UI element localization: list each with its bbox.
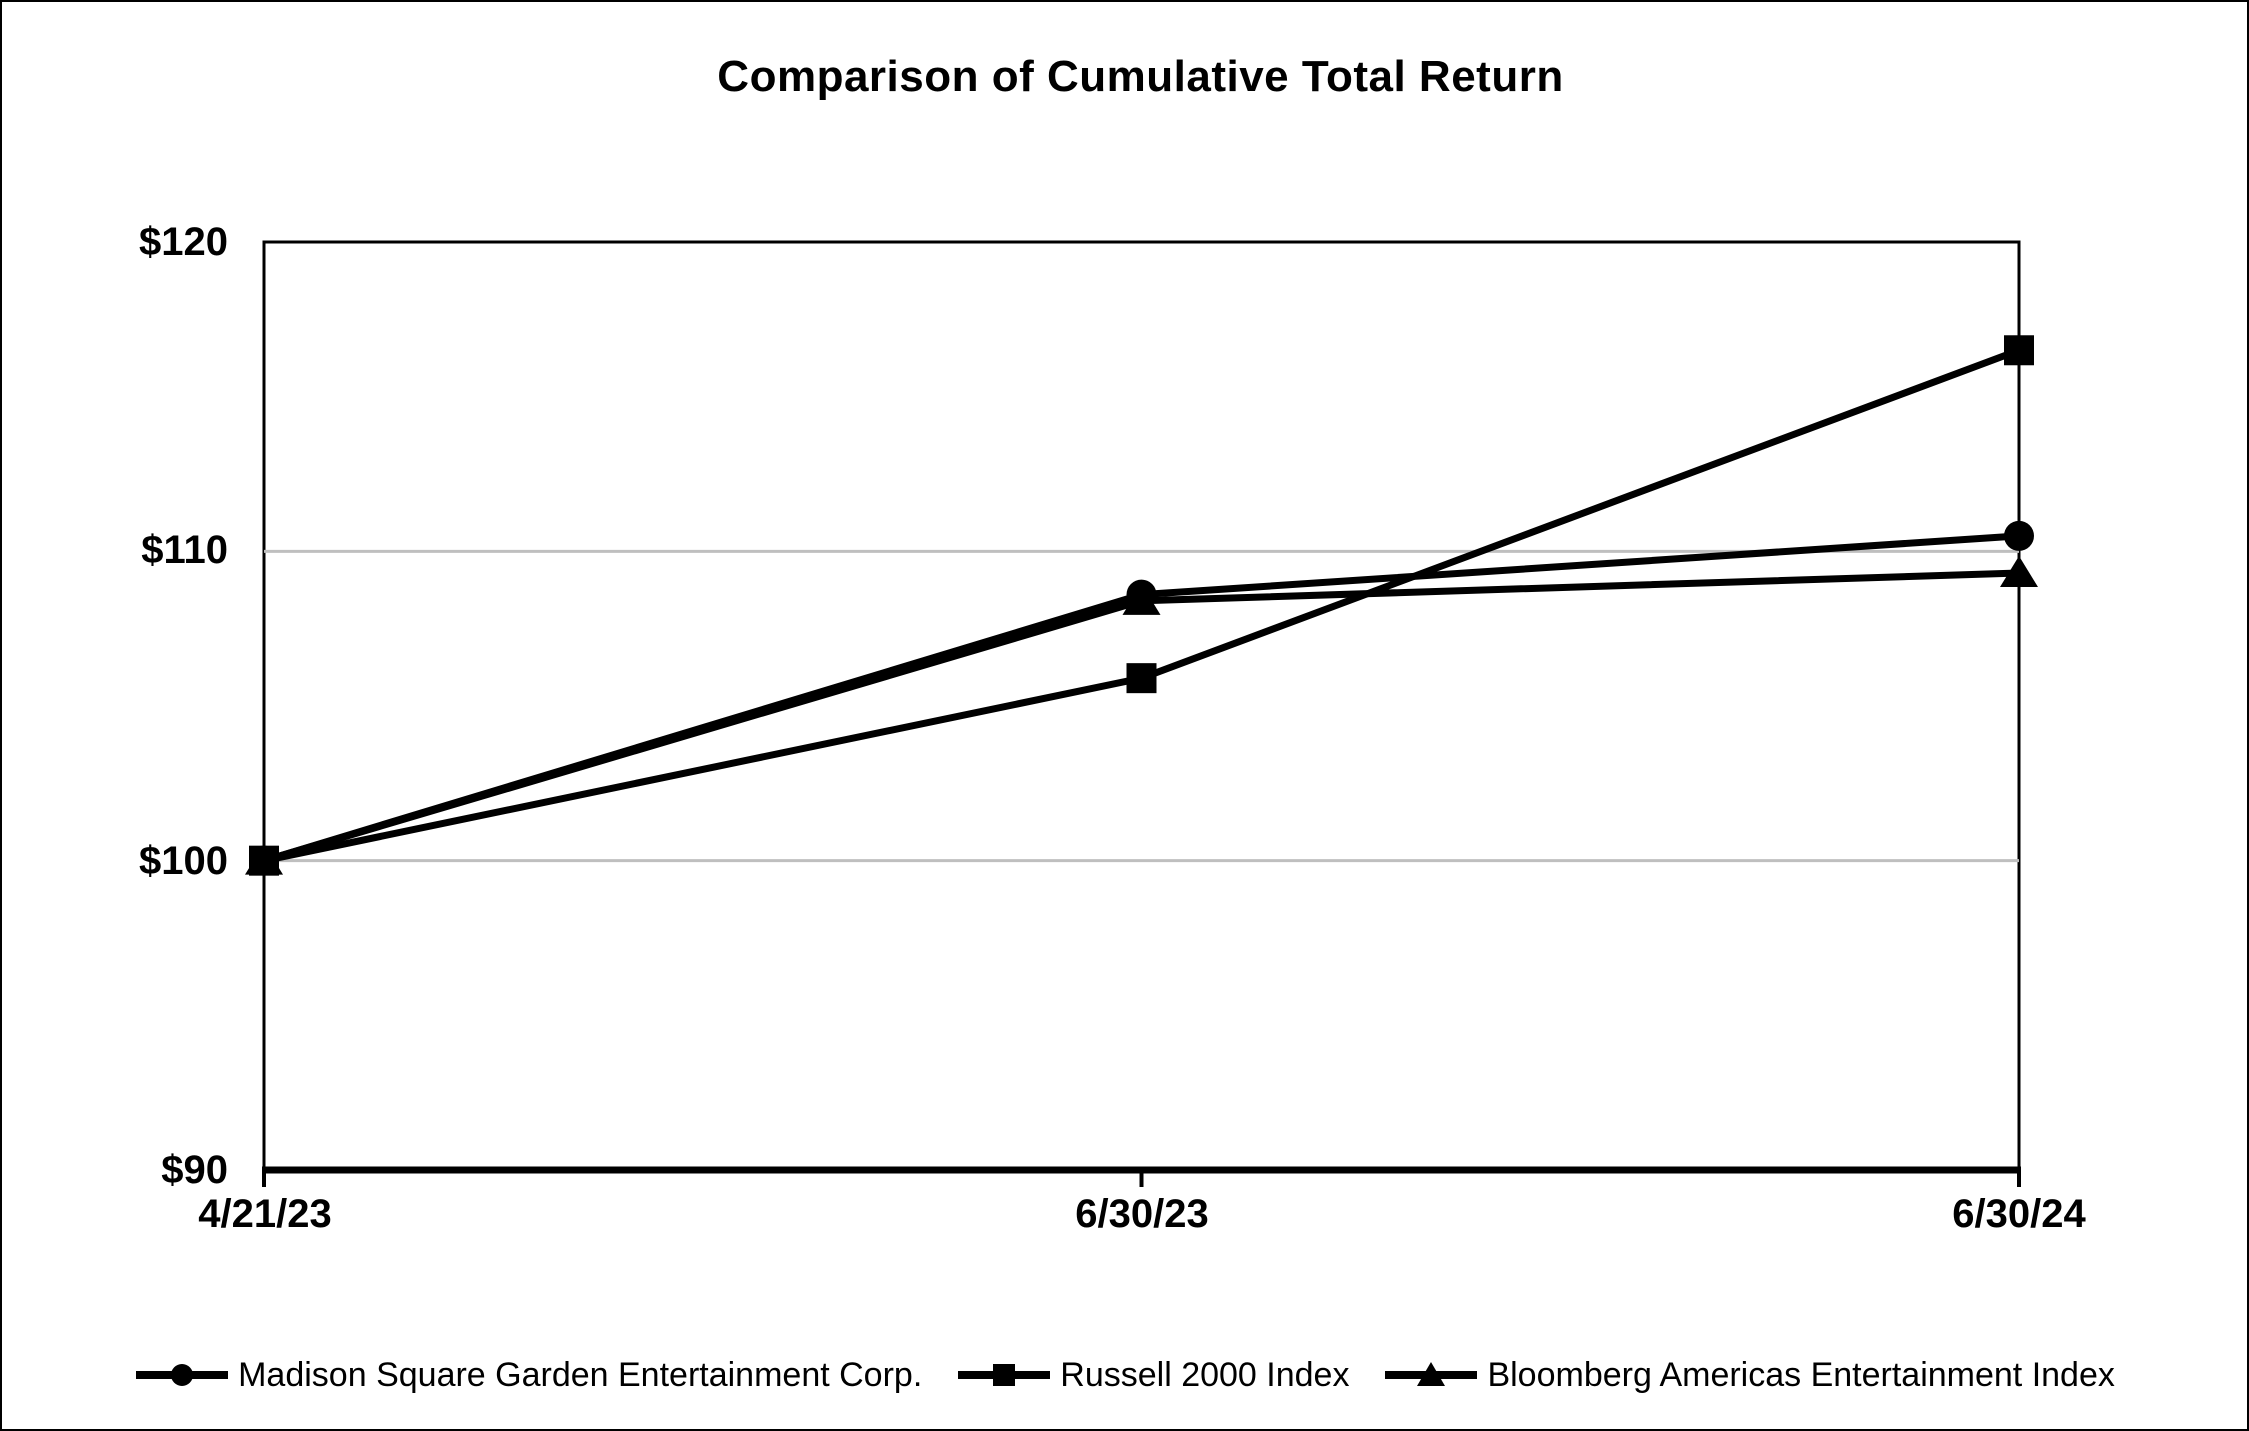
- x-axis-tick-label-end: 6/30/24: [1952, 1192, 2086, 1236]
- legend-label-1: Russell 2000 Index: [1060, 1355, 1350, 1394]
- legend-marker-shape: [993, 1364, 1016, 1386]
- y-axis-tick-label-100: $100: [139, 839, 228, 883]
- x-axis-tick-label-start: 4/21/23: [198, 1192, 332, 1236]
- series-line-2: [263, 569, 2020, 865]
- y-axis-tick-label-110: $110: [141, 528, 228, 572]
- legend-marker-square-icon: [958, 1364, 1051, 1386]
- legend-marker-circle-icon: [136, 1364, 229, 1386]
- legend-item-0: Madison Square Garden Entertainment Corp…: [134, 1353, 922, 1397]
- data-point-marker-circle-2: [2004, 520, 2034, 551]
- legend-marker-shape: [1417, 1362, 1446, 1386]
- data-point-marker-square-1: [1126, 663, 1157, 694]
- data-point-marker-square-2: [2004, 335, 2034, 366]
- legend-marker-triangle-icon: [1385, 1362, 1478, 1386]
- y-axis-tick-label-120: $120: [139, 220, 228, 264]
- legend-item-1: Russell 2000 Index: [956, 1353, 1349, 1397]
- plot-border: [262, 240, 2021, 1172]
- chart-title: Comparison of Cumulative Total Return: [717, 52, 1564, 101]
- x-axis-tick-label-mid: 6/30/23: [1075, 1192, 1209, 1236]
- data-point-marker-square-0: [249, 845, 279, 876]
- data-point-marker-circle-1: [1126, 579, 1157, 610]
- chart-legend: Madison Square Garden Entertainment Corp…: [2, 1338, 2247, 1412]
- legend-label-2: Bloomberg Americas Entertainment Index: [1487, 1355, 2115, 1394]
- legend-item-2: Bloomberg Americas Entertainment Index: [1383, 1353, 2115, 1397]
- legend-label-0: Madison Square Garden Entertainment Corp…: [238, 1355, 923, 1394]
- y-axis-tick-label-90: $90: [161, 1148, 228, 1192]
- legend-marker-shape: [171, 1364, 194, 1386]
- data-point-marker-triangle-2: [2000, 555, 2038, 587]
